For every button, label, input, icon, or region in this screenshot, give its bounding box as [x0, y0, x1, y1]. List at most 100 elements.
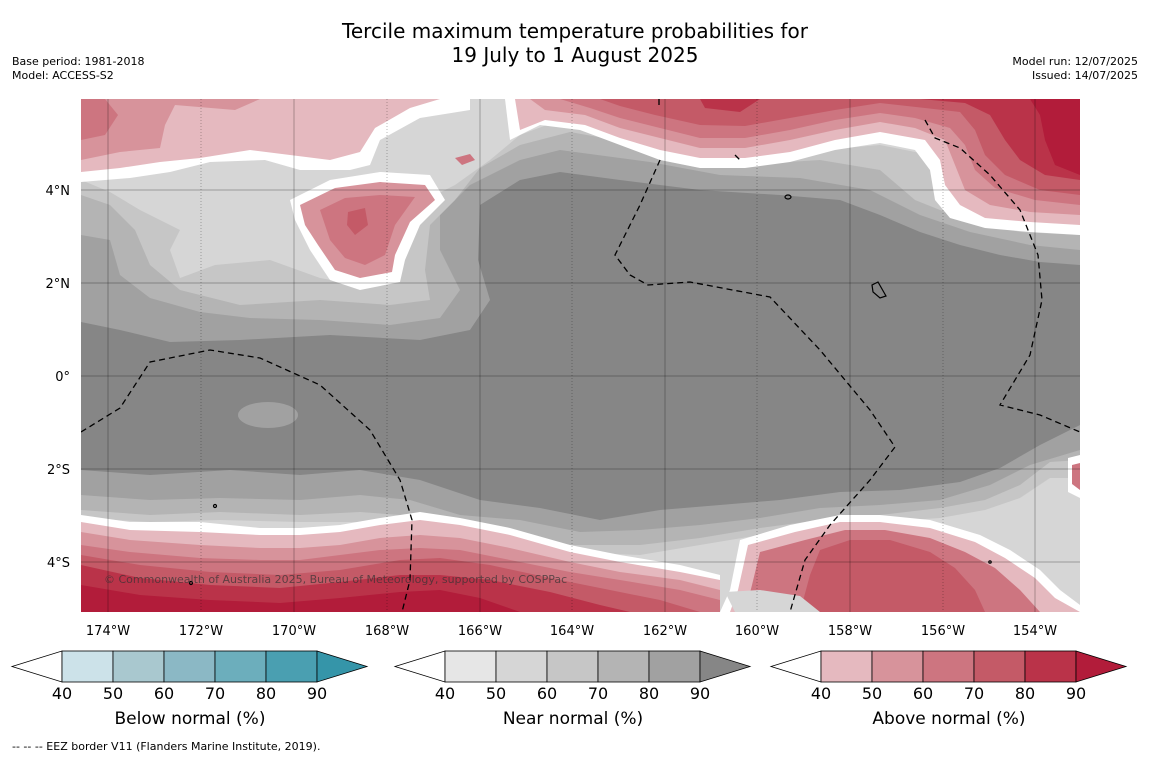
map-field: © Commonwealth of Australia 2025, Bureau… [81, 99, 1080, 612]
lat-label: 0° [55, 370, 70, 385]
colorbar-min-arrow [393, 650, 446, 683]
colorbar-swatch [546, 650, 599, 683]
colorbar-swatch [61, 650, 114, 683]
issued-date: Issued: 14/07/2025 [1031, 69, 1138, 82]
base-period: Base period: 1981-2018 [12, 55, 145, 68]
map-title-line1: Tercile maximum temperature probabilitie… [342, 19, 808, 43]
region-above-70-ne [600, 99, 1080, 195]
colorbar-tick-label: 70 [588, 684, 608, 703]
region-above-60-ne [560, 99, 1080, 205]
eez-footnote: -- -- -- EEZ border V11 (Flanders Marine… [12, 740, 321, 753]
colorbar-0: 40 50 60 70 80 90 [10, 650, 369, 703]
eez-borders [81, 99, 1080, 612]
colorbar-title-near: Near normal (%) [502, 709, 644, 729]
colorbar-tick-label: 40 [52, 684, 72, 703]
colorbar-swatch [648, 650, 701, 683]
colorbar-swatch [265, 650, 318, 683]
colorbar-tick-label: 70 [964, 684, 984, 703]
lon-label: 160°W [735, 624, 779, 639]
region-above-70-se [800, 540, 985, 612]
colorbar-tick-label: 80 [256, 684, 276, 703]
colorbar-tick-label: 90 [1066, 684, 1086, 703]
region-above-60-central [320, 195, 415, 265]
meta-left: Base period: 1981-2018 Model: ACCESS-S2 [12, 55, 144, 83]
island-3 [212, 503, 218, 509]
colorbar-swatch [922, 650, 975, 683]
lon-label: 166°W [458, 624, 502, 639]
colorbar-max-arrow [316, 650, 369, 683]
lat-label: 4°S [47, 556, 70, 571]
lat-label: 4°N [46, 184, 71, 199]
region-above-80-sw [81, 565, 630, 612]
colorbar-tick-label: 50 [486, 684, 506, 703]
colorbar-title-below: Below normal (%) [114, 709, 266, 729]
meta-right: Model run: 12/07/2025 Issued: 14/07/2025 [1012, 55, 1138, 83]
eez-border-west [81, 349, 413, 612]
colorbar-swatch [820, 650, 873, 683]
lon-label: 164°W [550, 624, 594, 639]
lon-label: 158°W [828, 624, 872, 639]
colorbar-tick-label: 40 [811, 684, 831, 703]
island-1 [784, 194, 792, 200]
lat-label: 2°N [46, 277, 71, 292]
lat-label: 2°S [47, 463, 70, 478]
colorbar-swatch [597, 650, 650, 683]
region-near-50-se-patch [725, 590, 820, 612]
region-above-small-central [455, 154, 475, 165]
colorbar-swatch [112, 650, 165, 683]
colorbar-tick-label: 90 [690, 684, 710, 703]
colorbar-max-arrow [699, 650, 752, 683]
lon-label: 156°W [921, 624, 965, 639]
copyright-notice: © Commonwealth of Australia 2025, Bureau… [104, 573, 567, 586]
lon-label: 170°W [272, 624, 316, 639]
model-name: Model: ACCESS-S2 [12, 69, 114, 82]
lon-label: 154°W [1013, 624, 1057, 639]
colorbar-tick-label: 60 [537, 684, 557, 703]
colorbar-max-arrow [1075, 650, 1128, 683]
colorbar-tick-label: 60 [154, 684, 174, 703]
region-above-70-central [347, 208, 368, 235]
region-near-80-patch [238, 402, 298, 428]
colorbar-tick-label: 90 [307, 684, 327, 703]
colorbar-swatch [163, 650, 216, 683]
colorbar-tick-label: 50 [103, 684, 123, 703]
region-above-90-sw [81, 585, 520, 612]
colorbar-tick-label: 60 [913, 684, 933, 703]
region-above-east [1072, 463, 1080, 490]
lon-label: 174°W [86, 624, 130, 639]
region-above-90-ne [1030, 99, 1080, 175]
colorbar-title-above: Above normal (%) [872, 709, 1026, 729]
lon-label: 172°W [179, 624, 223, 639]
colorbar-swatch [1024, 650, 1077, 683]
region-above-50-nw [81, 99, 260, 160]
lon-label: 162°W [643, 624, 687, 639]
colorbar-min-arrow [10, 650, 63, 683]
colorbar-tick-label: 50 [862, 684, 882, 703]
colorbar-tick-label: 40 [435, 684, 455, 703]
colorbar-swatch [495, 650, 548, 683]
island-4 [188, 580, 194, 586]
islands [188, 194, 992, 586]
colorbar-1: 40 50 60 70 80 90 [393, 650, 752, 703]
map-title-line2: 19 July to 1 August 2025 [451, 43, 699, 67]
colorbar-swatch [214, 650, 267, 683]
island-5 [988, 560, 992, 564]
colorbar-swatch [871, 650, 924, 683]
lon-label: 168°W [365, 624, 409, 639]
eez-border-east [924, 119, 1080, 433]
colorbar-swatch [444, 650, 497, 683]
colorbar-min-arrow [769, 650, 822, 683]
colorbar-2: 40 50 60 70 80 90 [769, 650, 1128, 703]
colorbar-tick-label: 80 [639, 684, 659, 703]
eez-border-central [614, 99, 896, 612]
region-above-60-nw [81, 99, 118, 140]
graticule [81, 99, 1080, 612]
model-run: Model run: 12/07/2025 [1012, 55, 1138, 68]
colorbar-tick-label: 70 [205, 684, 225, 703]
island-2 [871, 281, 887, 299]
colorbar-tick-label: 80 [1015, 684, 1035, 703]
region-above-40-nw [81, 99, 440, 172]
colorbar-swatch [973, 650, 1026, 683]
colorbars: 40 50 60 70 80 90 40 50 60 70 80 90 40 50 60 70 80 90 [10, 650, 1128, 703]
